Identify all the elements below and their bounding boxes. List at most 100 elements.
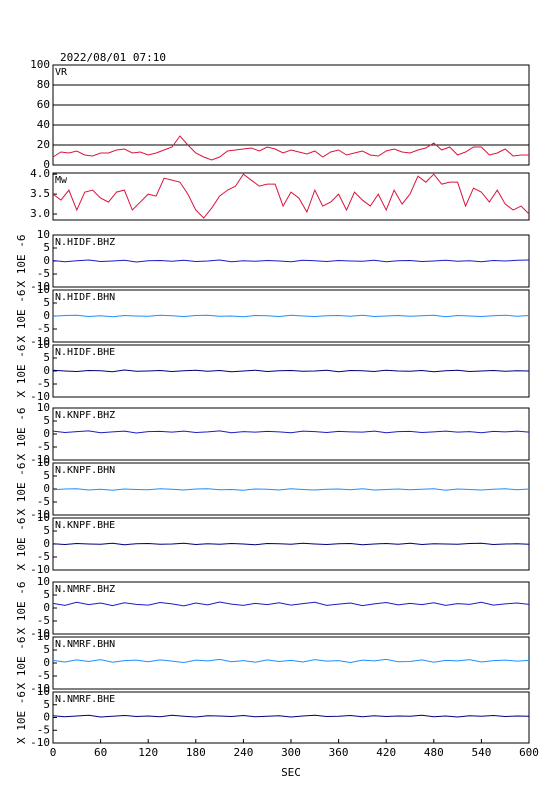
- y-tick-label: 10: [37, 338, 50, 351]
- y-axis-label: X 10E -6: [15, 345, 28, 398]
- y-tick-label: -5: [37, 377, 50, 390]
- series-label: N.KNPF.BHE: [55, 520, 115, 531]
- y-tick-label: 10: [37, 630, 50, 643]
- data-line: [52, 314, 530, 318]
- y-tick-label: 100: [30, 58, 50, 71]
- y-tick-label: 10: [37, 401, 50, 414]
- x-axis-label: SEC: [281, 766, 301, 779]
- y-tick-label: 0: [43, 482, 50, 495]
- y-tick-label: 5: [43, 524, 50, 537]
- panel-frame: [52, 636, 530, 690]
- y-tick-label: 10: [37, 575, 50, 588]
- series-label: N.HIDF.BHE: [55, 347, 115, 358]
- y-tick-label: -10: [30, 682, 50, 695]
- y-axis-label: X 10E -6: [15, 463, 28, 516]
- series-label: N.KNPF.BHZ: [55, 410, 115, 421]
- data-line: [52, 369, 530, 373]
- y-tick-label: 0: [43, 711, 50, 724]
- y-tick-label: 0: [43, 364, 50, 377]
- y-tick-label: 5: [43, 351, 50, 364]
- y-tick-label: 10: [37, 228, 50, 241]
- y-tick-label: 0: [43, 537, 50, 550]
- y-tick-label: 10: [37, 511, 50, 524]
- panel-frame: [52, 344, 530, 398]
- y-tick-label: 0: [43, 254, 50, 267]
- y-tick-label: 3.5: [30, 187, 50, 200]
- x-tick-label: 600: [519, 746, 539, 759]
- y-tick-label: -10: [30, 563, 50, 576]
- y-axis-label: X 10E -6: [15, 637, 28, 690]
- y-tick-label: 5: [43, 414, 50, 427]
- x-tick-label: 360: [329, 746, 349, 759]
- panel-frame: [52, 172, 530, 221]
- y-axis-label: X 10E -6: [15, 235, 28, 288]
- panel-frame: [52, 691, 530, 744]
- data-line: [52, 430, 530, 434]
- data-line: [52, 259, 530, 263]
- y-tick-label: 5: [43, 698, 50, 711]
- y-tick-label: -5: [37, 322, 50, 335]
- y-tick-label: 10: [37, 456, 50, 469]
- x-tick-label: 420: [376, 746, 396, 759]
- x-tick-label: 60: [94, 746, 107, 759]
- panel-frame: [52, 289, 530, 343]
- y-tick-label: 5: [43, 469, 50, 482]
- y-tick-label: -10: [30, 335, 50, 348]
- y-tick-label: 5: [43, 296, 50, 309]
- y-tick-label: 5: [43, 643, 50, 656]
- y-tick-label: 5: [43, 241, 50, 254]
- data-line: [52, 173, 530, 219]
- x-tick-label: 180: [186, 746, 206, 759]
- y-tick-label: -10: [30, 453, 50, 466]
- data-line: [52, 135, 529, 161]
- series-label: N.NMRF.BHN: [55, 639, 115, 650]
- y-tick-label: -5: [37, 495, 50, 508]
- x-tick-label: 480: [424, 746, 444, 759]
- y-tick-label: -5: [37, 267, 50, 280]
- y-tick-label: -5: [37, 440, 50, 453]
- panel-frame: [52, 407, 530, 461]
- series-label: N.NMRF.BHE: [55, 694, 115, 705]
- x-tick-label: 300: [281, 746, 301, 759]
- data-line: [52, 488, 530, 491]
- data-line: [52, 658, 530, 663]
- y-tick-label: -10: [30, 627, 50, 640]
- series-label: N.HIDF.BHZ: [55, 237, 115, 248]
- y-tick-label: 0: [43, 601, 50, 614]
- series-label: N.KNPF.BHN: [55, 465, 115, 476]
- y-tick-label: 0: [43, 427, 50, 440]
- series-label: Mw: [55, 175, 68, 186]
- y-tick-label: -5: [37, 614, 50, 627]
- y-tick-label: 10: [37, 283, 50, 296]
- y-tick-label: 40: [37, 118, 50, 131]
- x-tick-label: 120: [138, 746, 158, 759]
- y-tick-label: 80: [37, 78, 50, 91]
- data-line: [52, 714, 530, 718]
- y-tick-label: 0: [43, 158, 50, 171]
- series-label: VR: [55, 67, 68, 78]
- data-line: [52, 542, 530, 546]
- y-tick-label: 4.0: [30, 167, 50, 180]
- y-tick-label: 3.0: [30, 207, 50, 220]
- x-tick-label: 540: [471, 746, 491, 759]
- y-tick-label: 0: [43, 656, 50, 669]
- y-tick-label: -10: [30, 390, 50, 403]
- y-axis-label: X 10E -6: [15, 290, 28, 343]
- y-tick-label: -5: [37, 723, 50, 736]
- y-axis-label: X 10E -6: [15, 408, 28, 461]
- y-tick-label: 5: [43, 588, 50, 601]
- series-label: N.HIDF.BHN: [55, 292, 115, 303]
- series-label: N.NMRF.BHZ: [55, 584, 115, 595]
- y-tick-label: 10: [37, 685, 50, 698]
- chart-title: 2022/08/01 07:10: [60, 51, 166, 64]
- data-line: [52, 601, 530, 607]
- y-axis-label: X 10E -6: [15, 518, 28, 571]
- y-tick-label: -10: [30, 736, 50, 749]
- y-tick-label: -5: [37, 669, 50, 682]
- x-tick-label: 240: [233, 746, 253, 759]
- y-tick-label: -5: [37, 550, 50, 563]
- y-tick-label: 20: [37, 138, 50, 151]
- y-tick-label: -10: [30, 508, 50, 521]
